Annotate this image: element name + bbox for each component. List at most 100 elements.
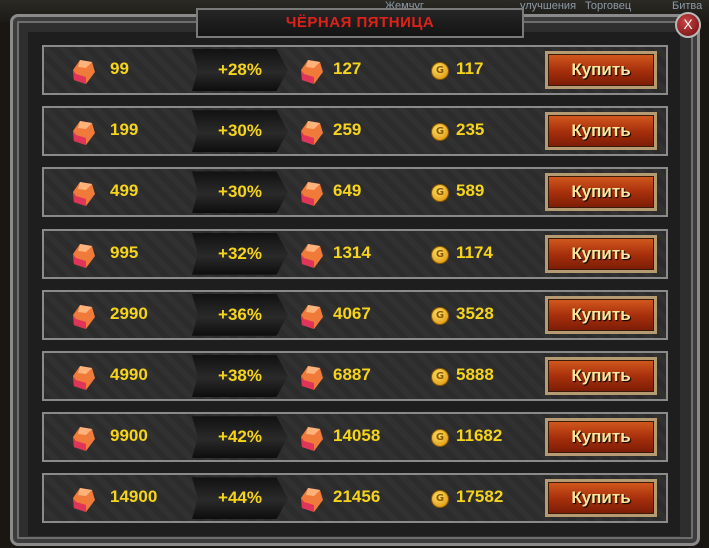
offer-row: 14900 +44% 21456 G 17582 Купить	[42, 473, 668, 524]
bonus-percent: +30%	[218, 121, 262, 141]
coin-letter: G	[435, 371, 445, 382]
gem-amount: 4990	[110, 365, 148, 384]
gold-price: 235	[456, 120, 485, 140]
bonus-percent: +42%	[218, 427, 262, 447]
bg-label: Торговец	[585, 0, 632, 12]
bonus-arrow: +44%	[192, 477, 288, 520]
bg-label: улучшения	[520, 0, 577, 12]
gold-coin-icon: G	[431, 429, 449, 448]
offer-row: 9900 +42% 14058 G 11682 Купить	[42, 412, 668, 463]
gold-price: 117	[456, 59, 484, 78]
offer-row: 499 +30% 649 G 589 Купить	[42, 167, 668, 218]
buy-label: Купить	[571, 60, 631, 79]
buy-button[interactable]: Купить	[545, 51, 657, 89]
ruby-crystal-icon	[301, 427, 323, 452]
gold-price: 11682	[456, 426, 503, 446]
gem-amount: 99	[110, 59, 129, 78]
gem-amount: 199	[110, 120, 139, 140]
offer-row: 995 +32% 1314 G 1174 Купить	[42, 228, 668, 279]
ruby-crystal-icon	[73, 121, 95, 146]
offer-row: 199 +30% 259 G 235 Купить	[42, 106, 668, 157]
bg-label: Битва	[672, 0, 703, 12]
buy-button[interactable]: Купить	[545, 357, 657, 395]
ruby-crystal-icon	[301, 182, 323, 207]
ruby-crystal-icon	[301, 243, 323, 268]
bonus-percent: +28%	[218, 60, 262, 79]
bonus-arrow: +38%	[192, 355, 288, 397]
gold-coin-icon: G	[431, 368, 449, 386]
coin-letter: G	[435, 65, 445, 76]
gold-coin-icon: G	[431, 62, 449, 80]
bonus-percent: +36%	[218, 304, 262, 324]
coin-letter: G	[435, 187, 445, 199]
buy-button[interactable]: Купить	[545, 295, 657, 334]
buy-label: Купить	[571, 366, 631, 385]
total-gems: 649	[333, 181, 362, 201]
bonus-percent: +44%	[218, 488, 262, 508]
buy-button[interactable]: Купить	[545, 479, 657, 518]
dialog-title: ЧЁРНАЯ ПЯТНИЦА	[285, 14, 435, 31]
coin-letter: G	[435, 248, 445, 260]
bonus-arrow: +30%	[192, 110, 288, 153]
total-gems: 14058	[333, 426, 381, 446]
total-gems: 1314	[333, 242, 371, 262]
close-icon: X	[683, 16, 693, 32]
total-gems: 259	[333, 120, 362, 140]
offer-row: 4990 +38% 6887 G 5888 Купить	[42, 351, 668, 401]
gold-coin-icon: G	[431, 123, 449, 142]
dialog-titlebar: ЧЁРНАЯ ПЯТНИЦА	[196, 8, 524, 38]
ruby-crystal-icon	[73, 488, 95, 513]
coin-letter: G	[435, 309, 445, 321]
coin-letter: G	[435, 493, 445, 505]
buy-label: Купить	[571, 243, 631, 263]
buy-button[interactable]: Купить	[545, 234, 657, 273]
buy-label: Купить	[571, 304, 631, 324]
buy-button[interactable]: Купить	[545, 112, 657, 151]
total-gems: 4067	[333, 303, 371, 323]
gem-amount: 2990	[110, 303, 148, 323]
gem-amount: 499	[110, 181, 139, 201]
gem-amount: 995	[110, 242, 139, 262]
gold-price: 5888	[456, 365, 494, 384]
bonus-percent: +30%	[218, 182, 262, 202]
bonus-arrow: +36%	[192, 293, 288, 336]
buy-label: Купить	[571, 182, 631, 202]
buy-label: Купить	[571, 488, 631, 508]
ruby-crystal-icon	[73, 60, 95, 84]
gold-price: 1174	[456, 242, 493, 262]
ruby-crystal-icon	[73, 427, 95, 452]
ruby-crystal-icon	[301, 121, 323, 146]
coin-letter: G	[435, 432, 445, 444]
bonus-arrow: +42%	[192, 416, 288, 459]
bonus-percent: +32%	[218, 243, 262, 263]
ruby-crystal-icon	[301, 488, 323, 513]
total-gems: 6887	[333, 365, 371, 384]
total-gems: 127	[333, 59, 362, 78]
ruby-crystal-icon	[301, 366, 323, 390]
gold-coin-icon: G	[431, 306, 449, 325]
ruby-crystal-icon	[73, 182, 95, 207]
gold-coin-icon: G	[431, 245, 449, 264]
buy-button[interactable]: Купить	[545, 173, 657, 212]
ruby-crystal-icon	[301, 60, 323, 84]
buy-label: Купить	[571, 121, 631, 141]
bonus-arrow: +32%	[192, 232, 288, 275]
offer-row: 2990 +36% 4067 G 3528 Купить	[42, 289, 668, 340]
ruby-crystal-icon	[73, 304, 95, 329]
buy-button[interactable]: Купить	[545, 418, 657, 457]
close-button[interactable]: X	[675, 12, 701, 38]
gold-price: 3528	[456, 303, 494, 323]
buy-label: Купить	[571, 427, 631, 447]
gold-coin-icon: G	[431, 490, 449, 509]
ruby-crystal-icon	[73, 366, 95, 390]
gold-price: 17582	[456, 487, 504, 507]
gem-amount: 9900	[110, 426, 148, 446]
ruby-crystal-icon	[301, 304, 323, 329]
gold-price: 589	[456, 181, 485, 201]
coin-letter: G	[435, 126, 445, 138]
total-gems: 21456	[333, 487, 381, 507]
gem-amount: 14900	[110, 487, 158, 507]
gold-coin-icon: G	[431, 184, 449, 203]
bonus-arrow: +28%	[192, 49, 288, 91]
ruby-crystal-icon	[73, 243, 95, 268]
